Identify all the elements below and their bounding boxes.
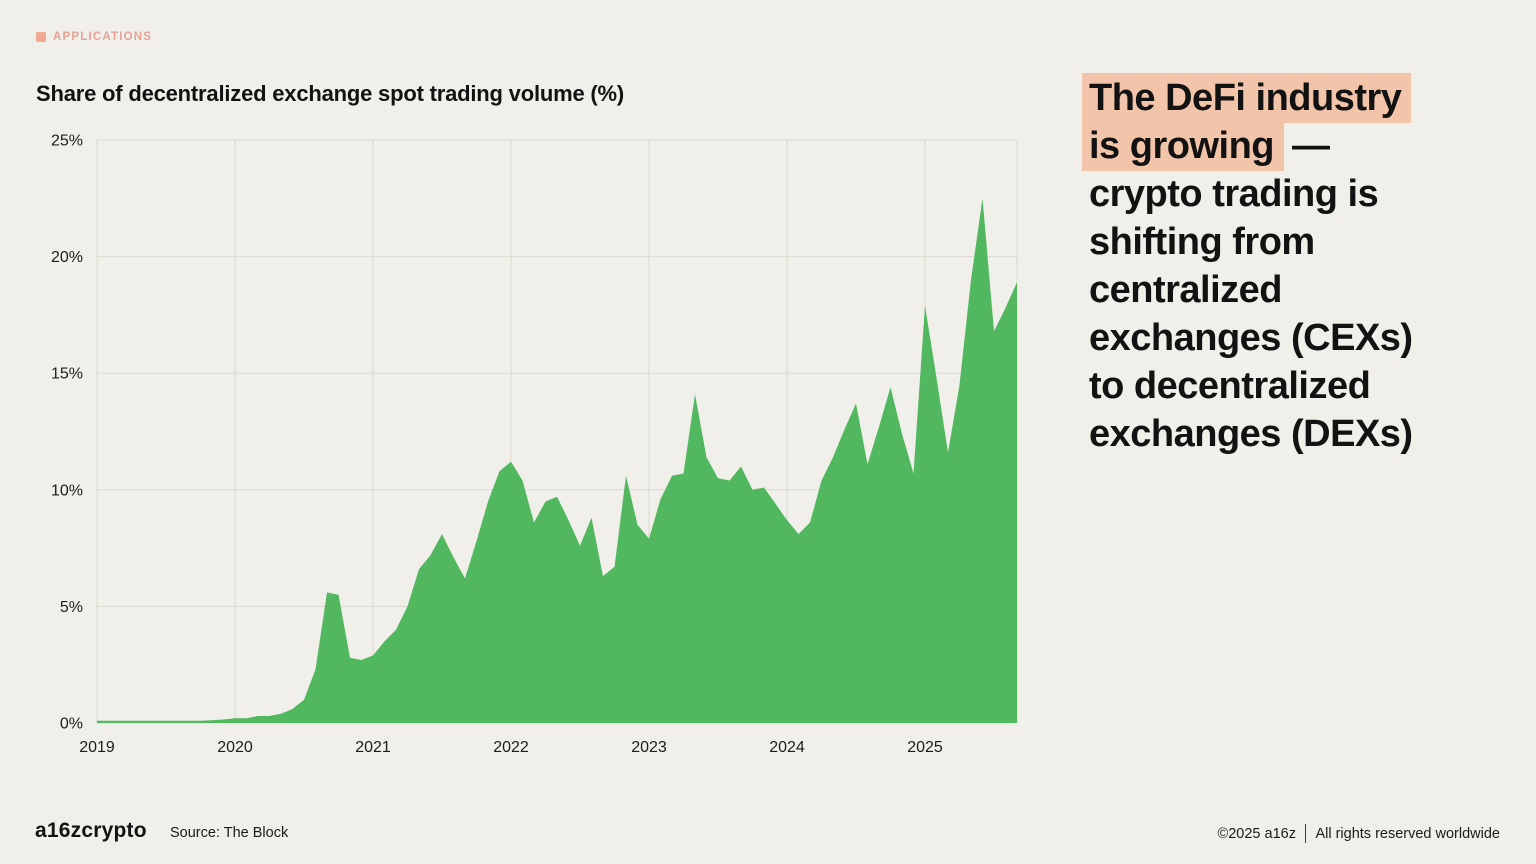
a16zcrypto-logo: a16zcrypto [35, 819, 147, 842]
headline-line: to decentralized [1089, 365, 1371, 407]
source-text: Source: The Block [170, 825, 289, 841]
x-tick-label: 2019 [79, 739, 115, 756]
chart-area-series [97, 198, 1017, 724]
copyright: ©2025 a16z All rights reserved worldwide [1218, 824, 1500, 843]
headline-line: is growing — [1082, 121, 1499, 171]
x-tick-label: 2023 [631, 739, 667, 756]
y-tick-label: 10% [51, 482, 83, 499]
tag-label: APPLICATIONS [53, 31, 153, 43]
y-tick-label: 25% [51, 133, 83, 150]
y-tick-label: 5% [60, 599, 83, 616]
headline-line: shifting from [1089, 221, 1315, 263]
x-tick-label: 2025 [907, 739, 943, 756]
rights-text: All rights reserved worldwide [1315, 825, 1500, 842]
headline-line: exchanges (DEXs) [1089, 413, 1413, 455]
x-tick-label: 2022 [493, 739, 529, 756]
dex-share-area-chart: 0% 5% 10% 15% 20% 25% 2019 2020 2021 2022 2023 2024… [51, 133, 1018, 756]
x-tick-label: 2020 [217, 739, 253, 756]
y-tick-label: 0% [60, 716, 83, 733]
headline-highlight: is growing [1082, 121, 1284, 171]
category-tag: APPLICATIONS [36, 31, 152, 43]
y-tick-label: 15% [51, 366, 83, 383]
headline-dash: — [1292, 125, 1330, 167]
x-tick-label: 2021 [355, 739, 391, 756]
chart-title: Share of decentralized exchange spot tra… [36, 81, 625, 106]
headline-line: centralized [1089, 269, 1283, 311]
x-tick-label: 2024 [769, 739, 805, 756]
headline-line: The DeFi industry [1082, 73, 1499, 123]
headline-line: exchanges (CEXs) [1089, 317, 1413, 359]
headline: The DeFi industry is growing — crypto tra… [1082, 73, 1499, 458]
headline-line: crypto trading is [1089, 173, 1379, 215]
tag-square-icon [36, 32, 46, 42]
copyright-text: ©2025 a16z [1217, 825, 1296, 842]
copyright-divider [1304, 824, 1307, 843]
y-tick-label: 20% [51, 249, 83, 266]
headline-highlight: The DeFi industry [1082, 73, 1412, 123]
